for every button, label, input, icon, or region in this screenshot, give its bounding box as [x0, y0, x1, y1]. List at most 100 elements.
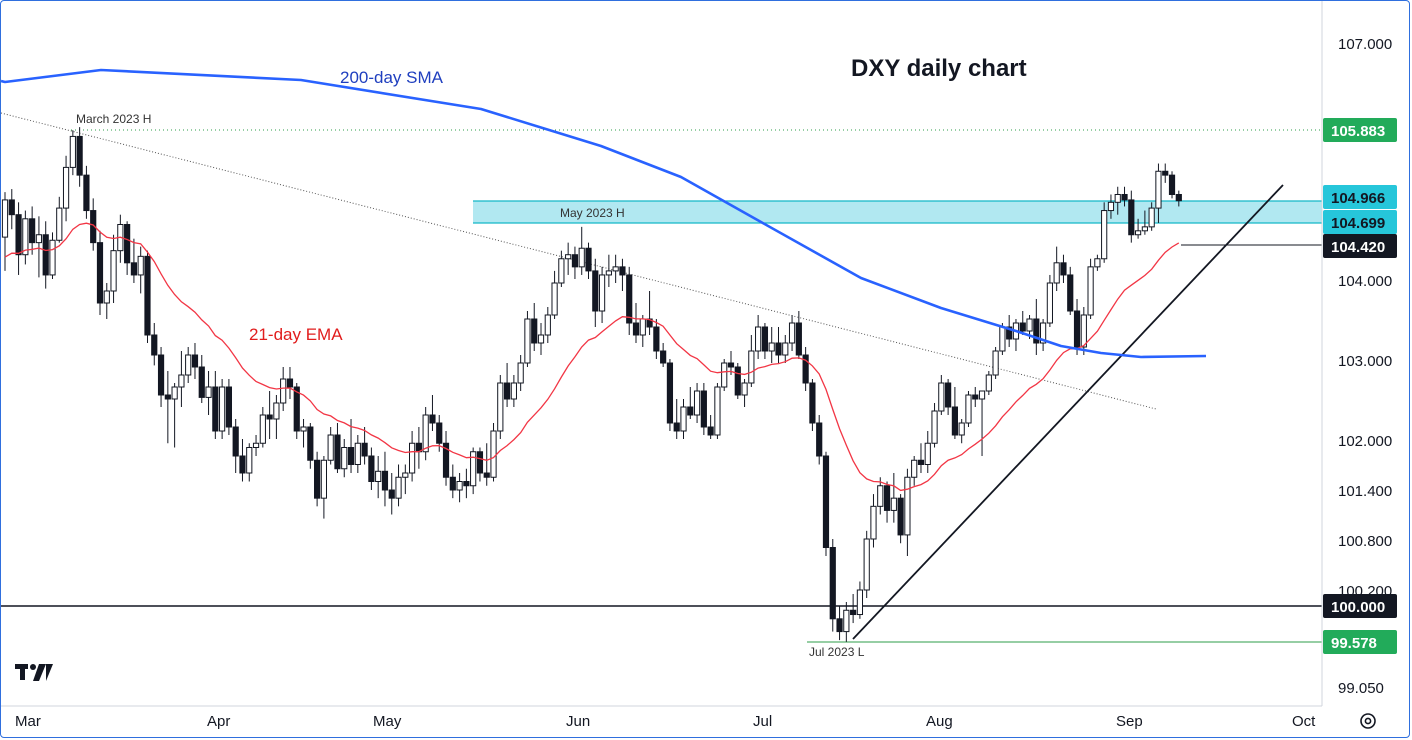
candle-down [592, 270, 599, 312]
candle-up [22, 218, 29, 256]
candle-up [748, 350, 755, 384]
candle-down [266, 414, 273, 420]
candle-up [877, 485, 884, 507]
x-tick-label: Jun [566, 713, 590, 730]
candle-down [734, 366, 741, 396]
candle-up [693, 390, 701, 416]
candle-up [456, 481, 463, 491]
candle-up [870, 505, 877, 540]
candle-down [761, 326, 769, 352]
candle-down [1121, 193, 1128, 201]
price-label: 100.000 [1331, 599, 1385, 616]
x-tick-label: Jul [753, 713, 772, 730]
candle-up [35, 234, 43, 244]
candle-down [626, 274, 633, 324]
price-label: 99.578 [1331, 635, 1377, 652]
sma-label: 200-day SMA [340, 68, 444, 87]
candle-up [320, 459, 327, 499]
candle-up [219, 386, 226, 432]
candle-down [1067, 274, 1074, 312]
candle-up [978, 390, 986, 400]
candle-down [191, 354, 199, 368]
candle-down [883, 485, 891, 511]
candle-up [992, 350, 999, 376]
candle-up [537, 334, 545, 344]
candle-down [388, 489, 395, 499]
candle-down [653, 326, 660, 352]
tradingview-logo[interactable] [15, 664, 53, 681]
candle-up [605, 270, 612, 276]
candle-down [945, 382, 952, 408]
candle-down [802, 354, 809, 384]
candle-down [850, 609, 857, 616]
candle-down [660, 350, 667, 364]
candle-up [69, 135, 76, 168]
candle-up [110, 250, 117, 292]
candle-down [90, 210, 97, 244]
candle-up [782, 342, 789, 356]
candle-down [816, 422, 823, 457]
candle-up [938, 382, 945, 412]
candle-down [293, 386, 300, 432]
candle-down [381, 470, 389, 491]
candle-up [354, 442, 361, 465]
candle-down [585, 247, 592, 272]
x-tick-label: May [373, 713, 402, 730]
candle-up [178, 374, 185, 388]
candle-down [212, 386, 219, 432]
settings-gear-icon[interactable] [1360, 713, 1376, 729]
uptrend-line [852, 184, 1284, 640]
candle-up [768, 342, 775, 352]
candle-up [1, 199, 9, 238]
candle-down [897, 497, 904, 536]
candle-down [531, 318, 538, 344]
y-tick-label: 103.000 [1338, 353, 1392, 370]
candle-down [1019, 322, 1026, 332]
candle-up [1094, 258, 1101, 268]
candle-up [273, 402, 280, 420]
candle-down [96, 242, 104, 304]
candle-up [598, 274, 606, 312]
price-label: 104.699 [1331, 215, 1385, 232]
candle-up [375, 470, 382, 482]
candle-up [1087, 266, 1094, 316]
price-label-bg [1323, 630, 1397, 654]
candle-up [578, 247, 585, 268]
candle-up [843, 609, 850, 633]
candle-down [314, 459, 321, 499]
price-label-bg [1323, 234, 1397, 258]
ema-label: 21-day EMA [249, 325, 343, 344]
candle-down [361, 442, 368, 457]
candle-up [741, 382, 748, 396]
candle-down [829, 547, 836, 620]
candle-down [619, 266, 626, 276]
candle-up [1134, 230, 1142, 236]
candle-up [205, 386, 212, 398]
candle-down [571, 254, 579, 268]
ema-21-line [4, 222, 1180, 492]
candle-up [931, 410, 938, 444]
candle-up [246, 447, 253, 474]
price-label: 104.966 [1331, 190, 1385, 207]
candle-up [863, 538, 870, 591]
candle-down [442, 442, 450, 478]
candle-down [503, 382, 511, 400]
candle-down [1175, 193, 1182, 202]
candle-down [436, 422, 443, 444]
price-label-bg [1323, 210, 1397, 234]
candle-up [171, 386, 178, 400]
candle-down [1128, 199, 1135, 236]
candle-up [565, 254, 572, 260]
candle-down [29, 218, 36, 244]
chart-title: DXY daily chart [851, 55, 1027, 82]
candle-down [666, 362, 674, 424]
candle-up [259, 414, 266, 444]
sma-200-line [1, 68, 1207, 359]
candle-up [510, 382, 517, 400]
candle-down [1168, 174, 1176, 195]
candle-up [911, 459, 918, 478]
candle-down [157, 354, 165, 396]
candle-down [809, 382, 816, 424]
